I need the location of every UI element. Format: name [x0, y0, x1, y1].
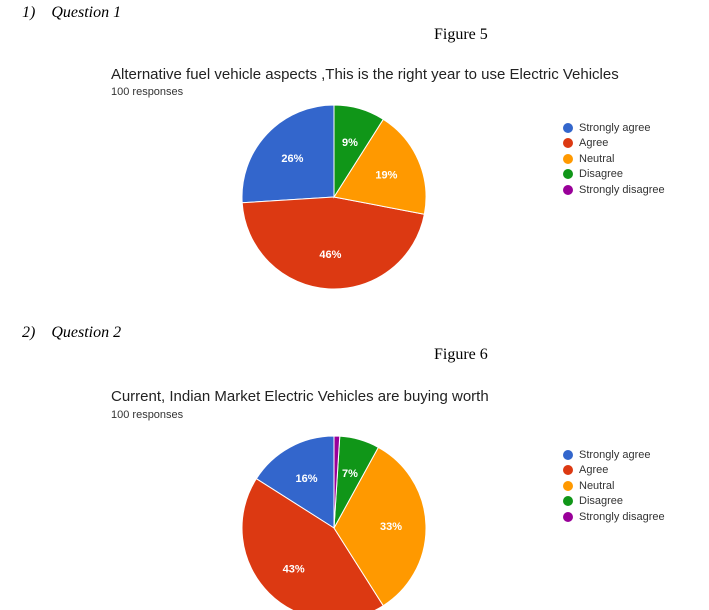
- chart-2-legend: Strongly agree Agree Neutral Disagree Strong…: [563, 447, 665, 525]
- legend-swatch-agree: [563, 138, 573, 149]
- figure-5-label: Figure 5: [434, 26, 488, 43]
- question-1-heading: 1) Question 1: [22, 4, 122, 21]
- legend-label: Agree: [579, 464, 609, 477]
- figure-6-label: Figure 6: [434, 346, 488, 363]
- chart-2-title: Current, Indian Market Electric Vehicles…: [111, 388, 489, 405]
- legend-label: Neutral: [579, 152, 615, 165]
- pie-label-neutral: 33%: [380, 521, 402, 533]
- legend-item-strongly-agree: Strongly agree: [563, 447, 665, 463]
- pie-slice-strongly-agree: [241, 104, 335, 204]
- legend-label: Strongly agree: [579, 448, 651, 461]
- legend-label: Strongly disagree: [579, 510, 665, 523]
- question-2-heading: 2) Question 2: [22, 324, 122, 341]
- legend-item-disagree: Disagree: [563, 494, 665, 510]
- pie-slice-disagree: [333, 104, 384, 199]
- legend-swatch-neutral: [563, 480, 573, 491]
- legend-label: Strongly agree: [579, 121, 651, 134]
- legend-swatch-neutral: [563, 153, 573, 164]
- legend-label: Strongly disagree: [579, 183, 665, 196]
- pie-slice-strongly-disagree: [333, 435, 341, 529]
- pie-slice-strongly-agree: [255, 435, 335, 529]
- chart-1-title: Alternative fuel vehicle aspects ,This i…: [111, 66, 619, 83]
- legend-label: Agree: [579, 137, 609, 150]
- pie-slice-neutral: [333, 118, 427, 215]
- pie-chart-1: 26% 46% 19% 9%: [241, 104, 427, 290]
- legend-item-agree: Agree: [563, 463, 665, 479]
- pie-label-agree: 43%: [283, 563, 305, 575]
- legend-item-disagree: Disagree: [563, 167, 665, 183]
- legend-label: Neutral: [579, 479, 615, 492]
- legend-swatch-disagree: [563, 169, 573, 180]
- pie-label-disagree: 9%: [342, 137, 358, 149]
- legend-swatch-strongly-agree: [563, 122, 573, 133]
- legend-swatch-strongly-disagree: [563, 511, 573, 522]
- pie-label-disagree: 7%: [342, 468, 358, 480]
- chart-2-subtitle: 100 responses: [111, 409, 184, 421]
- chart-1-subtitle: 100 responses: [111, 86, 184, 98]
- legend-item-strongly-disagree: Strongly disagree: [563, 509, 665, 525]
- legend-item-strongly-disagree: Strongly disagree: [563, 182, 665, 198]
- pie-label-strongly-agree: 26%: [281, 153, 303, 165]
- legend-item-agree: Agree: [563, 136, 665, 152]
- legend-swatch-strongly-agree: [563, 449, 573, 460]
- legend-swatch-disagree: [563, 496, 573, 507]
- legend-swatch-agree: [563, 465, 573, 476]
- legend-label: Disagree: [579, 495, 624, 508]
- pie-label-neutral: 19%: [375, 169, 397, 181]
- legend-item-neutral: Neutral: [563, 478, 665, 494]
- legend-label: Disagree: [579, 168, 624, 181]
- legend-swatch-strongly-disagree: [563, 184, 573, 195]
- pie-label-agree: 46%: [319, 249, 341, 261]
- chart-1-legend: Strongly agree Agree Neutral Disagree Strong…: [563, 120, 665, 198]
- pie-slice-agree: [241, 478, 384, 610]
- pie-label-strongly-agree: 16%: [296, 473, 318, 485]
- legend-item-neutral: Neutral: [563, 151, 665, 167]
- pie-chart-2: 16% 43% 33% 7%: [241, 435, 427, 610]
- legend-item-strongly-agree: Strongly agree: [563, 120, 665, 136]
- pie-slice-agree: [241, 196, 425, 290]
